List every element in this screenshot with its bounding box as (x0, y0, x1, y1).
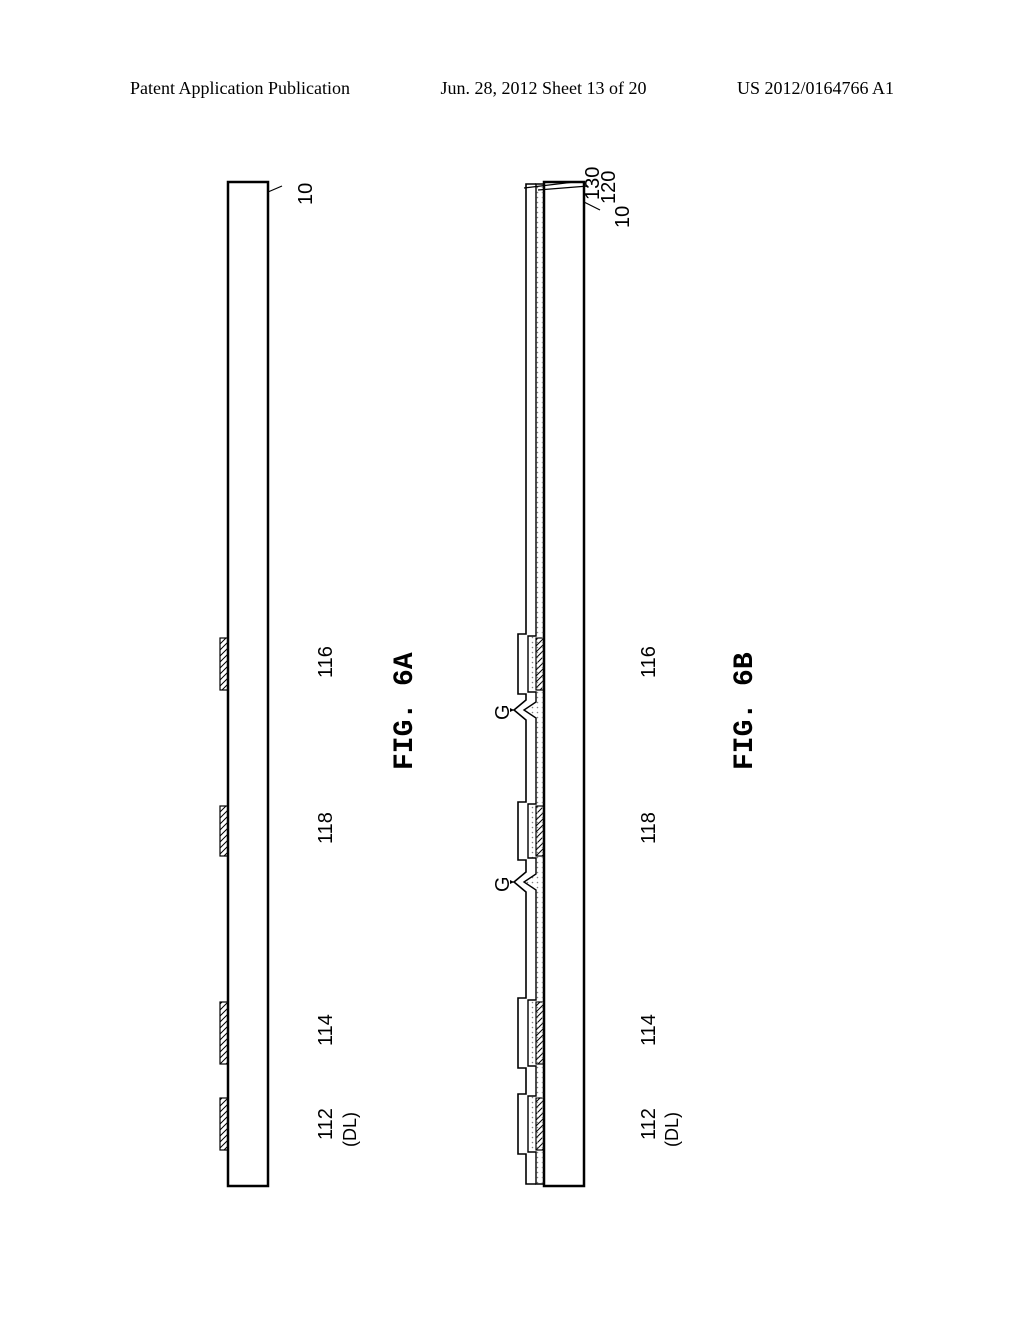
ref-g-left: G (492, 876, 515, 892)
ref-112sub-b: (DL) (662, 1112, 683, 1147)
header-right: US 2012/0164766 A1 (737, 78, 894, 108)
header-left: Patent Application Publication (130, 78, 350, 108)
ref-g-right: G (492, 704, 515, 720)
ref-116-a: 116 (315, 646, 338, 678)
page-header: Patent Application Publication Jun. 28, … (0, 78, 1024, 108)
fig6b-label: FIG. 6B (730, 652, 761, 770)
ref-120-b: 120 (598, 171, 621, 204)
ref-112-a: 112 (315, 1108, 338, 1140)
figure-area: 10 112 (DL) 114 118 116 FIG. 6A (210, 180, 790, 1190)
header-center: Jun. 28, 2012 Sheet 13 of 20 (440, 78, 646, 108)
ref-112-b: 112 (638, 1108, 661, 1140)
figure-6b: 130 120 10 112 (DL) 114 118 116 G G FIG.… (510, 180, 790, 1190)
ref-114-b: 114 (638, 1014, 661, 1046)
figure-6a: 10 112 (DL) 114 118 116 FIG. 6A (210, 180, 450, 1190)
ref-118-a: 118 (315, 812, 338, 844)
ref-114-a: 114 (315, 1014, 338, 1046)
ref-10-b: 10 (612, 206, 635, 228)
ref-118-b: 118 (638, 812, 661, 844)
fig6a-label: FIG. 6A (390, 652, 421, 770)
ref-112sub-a: (DL) (340, 1112, 361, 1147)
ref-10-a: 10 (295, 183, 318, 205)
ref-116-b: 116 (638, 646, 661, 678)
